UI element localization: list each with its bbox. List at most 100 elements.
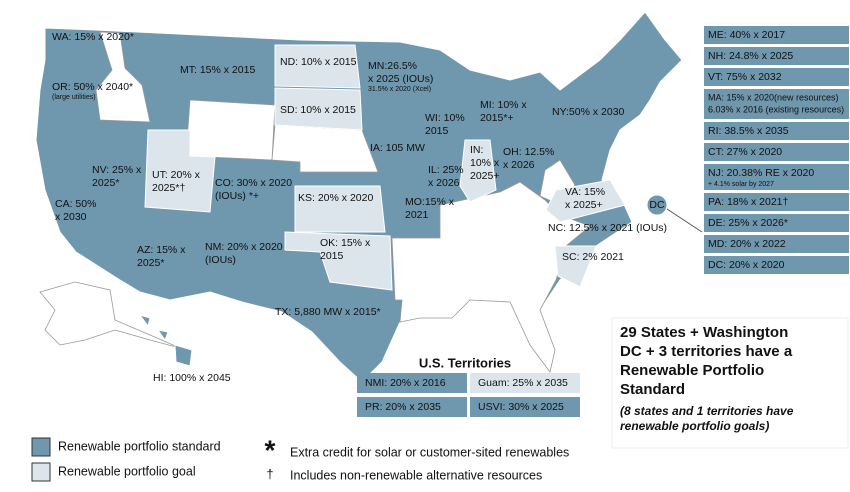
state-label: MO:15% x	[405, 196, 455, 208]
alaska	[39, 281, 181, 349]
state-label: AZ: 15% x	[137, 244, 186, 256]
state-box-label: PA: 18% x 2021†	[708, 196, 789, 208]
footnote-symbol: *	[265, 434, 276, 465]
state-label: (IOUs)	[205, 254, 236, 266]
state-label: x 2026	[428, 177, 460, 189]
state-box	[704, 143, 849, 161]
state-label: x 2026	[503, 159, 535, 171]
state-label: x 2030	[55, 211, 87, 223]
state-box	[704, 164, 849, 190]
summary-box	[611, 317, 849, 449]
state-box-label: 6.03% x 2016 (existing resources)	[708, 104, 844, 114]
state-label: WA: 15% x 2020*	[52, 31, 134, 43]
state-label: 2025*	[137, 257, 164, 269]
state-box-label: RI: 38.5% x 2035	[708, 125, 789, 137]
state-label: NV: 25% x	[92, 164, 142, 176]
south-states	[391, 181, 591, 373]
dc-marker	[646, 194, 668, 216]
state-label: 2025*†	[152, 182, 185, 194]
oklahoma	[284, 231, 393, 291]
summary-line: Standard	[620, 381, 685, 398]
state-label: OR: 50% x 2040*	[52, 81, 133, 93]
state-box	[704, 256, 849, 274]
indiana	[459, 139, 497, 203]
territory-box	[357, 373, 467, 393]
state-label: x 2025 (IOUs)	[368, 73, 433, 85]
north-dakota	[274, 44, 361, 89]
summary-line: Renewable Portfolio	[620, 362, 764, 379]
state-label: x 2025+	[565, 199, 603, 211]
territory-label: NMI: 20% x 2016	[365, 377, 446, 389]
state-label: OH: 12.5%	[503, 146, 554, 158]
state-label: IN:	[470, 144, 483, 156]
state-label: CA: 50%	[55, 198, 96, 210]
footnote-symbol: †	[266, 466, 273, 481]
hawaii	[138, 314, 193, 367]
state-box	[704, 193, 849, 211]
dc-pointer	[666, 208, 703, 233]
state-label: 2025+	[470, 170, 500, 182]
state-label: CO: 30% x 2020	[215, 177, 292, 189]
kansas	[294, 185, 386, 233]
state-label: OK: 15% x	[320, 237, 371, 249]
state-label: SD: 10% x 2015	[280, 104, 356, 116]
summary-line: DC + 3 territories have a	[620, 343, 793, 360]
state-label: 10% x	[470, 157, 500, 169]
territory-box	[470, 397, 580, 417]
state-label: 2015	[425, 125, 449, 137]
legend-label: Renewable portfolio standard	[58, 439, 221, 453]
state-box-label: MD: 20% x 2022	[708, 238, 786, 250]
state-box	[704, 235, 849, 253]
state-box-label: DE: 25% x 2026*	[708, 217, 788, 229]
legend-label: Renewable portfolio goal	[58, 464, 196, 478]
state-box-label: NH: 24.8% x 2025	[708, 50, 793, 62]
state-label: WI: 10%	[425, 112, 465, 124]
summary-note: (8 states and 1 territories have	[620, 404, 794, 418]
state-label: MT: 15% x 2015	[180, 64, 255, 76]
state-box	[704, 89, 849, 119]
state-labels: WA: 15% x 2020* OR: 50% x 2040*(large uti…	[52, 31, 667, 384]
state-label: NC: 12.5% x 2021 (IOUs)	[548, 222, 667, 234]
state-box	[704, 214, 849, 232]
state-label: NM: 20% x 2020	[205, 241, 283, 253]
state-box	[704, 68, 849, 86]
virginia	[545, 179, 626, 223]
state-box-label: MA: 15% x 2020(new resources)	[708, 92, 839, 102]
south-carolina	[554, 245, 597, 288]
legend-swatch	[31, 462, 51, 482]
state-box	[704, 26, 849, 44]
state-box-label: CT: 27% x 2020	[708, 146, 782, 158]
state-box	[704, 122, 849, 140]
state-box-label: ME: 40% x 2017	[708, 29, 785, 41]
state-label: MN:26.5%	[368, 60, 417, 72]
state-label: IL: 25%	[428, 164, 464, 176]
state-note: (large utilities)	[52, 94, 96, 101]
state-label: HI: 100% x 2045	[153, 372, 231, 384]
state-box-label: VT: 75% x 2032	[708, 71, 782, 83]
state-label: IA: 105 MW	[370, 142, 425, 154]
idaho	[95, 31, 151, 123]
territory-label: PR: 20% x 2035	[365, 401, 441, 413]
state-label: 2015	[320, 250, 344, 262]
state-label: NY:50% x 2030	[552, 106, 625, 118]
state-label: (IOUs) *+	[215, 190, 259, 202]
utah	[144, 129, 216, 213]
state-label: 2025*	[92, 177, 119, 189]
summary-line: 29 States + Washington	[620, 324, 788, 341]
state-label: VA: 15%	[565, 186, 605, 198]
state-label: SC: 2% 2021	[562, 251, 624, 263]
summary-note: renewable portfolio goals)	[620, 419, 769, 433]
footnote-text: Includes non-renewable alternative resou…	[290, 468, 542, 482]
wyoming	[185, 99, 276, 161]
state-label: MI: 10% x	[480, 99, 527, 111]
legend-swatch	[31, 437, 51, 457]
territory-box	[470, 373, 580, 393]
territory-label: USVI: 30% x 2025	[478, 401, 564, 413]
state-label: ND: 10% x 2015	[280, 56, 357, 68]
state-label: TX: 5,880 MW x 2015*	[275, 306, 381, 318]
south-dakota	[274, 87, 363, 131]
state-box-note: + 4.1% solar by 2027	[708, 181, 774, 188]
state-note: 31.5% x 2020 (Xcel)	[368, 86, 431, 93]
state-box-label: DC: 20% x 2020	[708, 259, 785, 271]
